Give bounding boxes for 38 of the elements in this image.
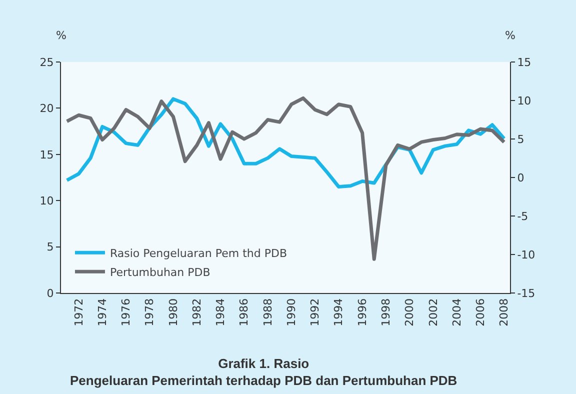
legend-label: Pertumbuhan PDB (110, 266, 210, 279)
x-tick-label: 1972 (72, 298, 86, 326)
y-tick-label: 20 (40, 102, 54, 116)
x-tick-label: 2002 (426, 298, 440, 326)
x-tick-label: 1984 (214, 298, 228, 326)
x-tick-label: 1986 (238, 298, 251, 326)
x-tick-label: 1998 (380, 298, 393, 326)
x-tick-label: 1990 (284, 298, 298, 326)
y2-tick-label: 5 (517, 132, 524, 146)
y-tick-label: 0 (46, 286, 54, 300)
y2-tick-label: -5 (517, 210, 528, 223)
y-tick-label: 15 (40, 148, 54, 162)
x-tick-label: 1994 (332, 298, 346, 326)
y-axis-title: % (56, 29, 66, 42)
text: Grafik 1. Rasio Pengeluaran Pemerintah terhadap PDB dan Pertumbuhan PDB (70, 356, 458, 388)
x-tick-label: 1992 (308, 298, 322, 326)
x-tick-label: 2000 (403, 298, 416, 326)
y2-tick-label: 0 (517, 171, 524, 184)
x-tick-label: 1976 (120, 298, 133, 326)
line-series (65, 96, 506, 261)
x-tick-label: 1980 (166, 298, 180, 326)
y-tick-label: 5 (46, 240, 54, 254)
y-tick-label: 25 (40, 56, 54, 69)
y2-tick-label: -15 (517, 286, 536, 300)
y2-tick-label: 10 (517, 94, 532, 108)
legend-label: Rasio Pengeluaran Pem thd PDB (110, 246, 288, 260)
x-tick-label: 1996 (356, 298, 369, 326)
x-tick-label: 1988 (261, 298, 274, 326)
y2-tick-label: 15 (517, 56, 532, 69)
x-tick-label: 1974 (96, 298, 109, 326)
x-tick-label: 2008 (498, 298, 511, 326)
x-tick-label: 1982 (190, 298, 204, 326)
x-tick-label: 2006 (474, 298, 488, 326)
x-tick-label: 1978 (143, 298, 156, 326)
y-tick-label: 10 (40, 194, 54, 208)
x-tick-label: 2004 (450, 298, 464, 326)
y2-tick-label: -10 (517, 248, 536, 262)
y2-axis-title: % (505, 29, 516, 42)
